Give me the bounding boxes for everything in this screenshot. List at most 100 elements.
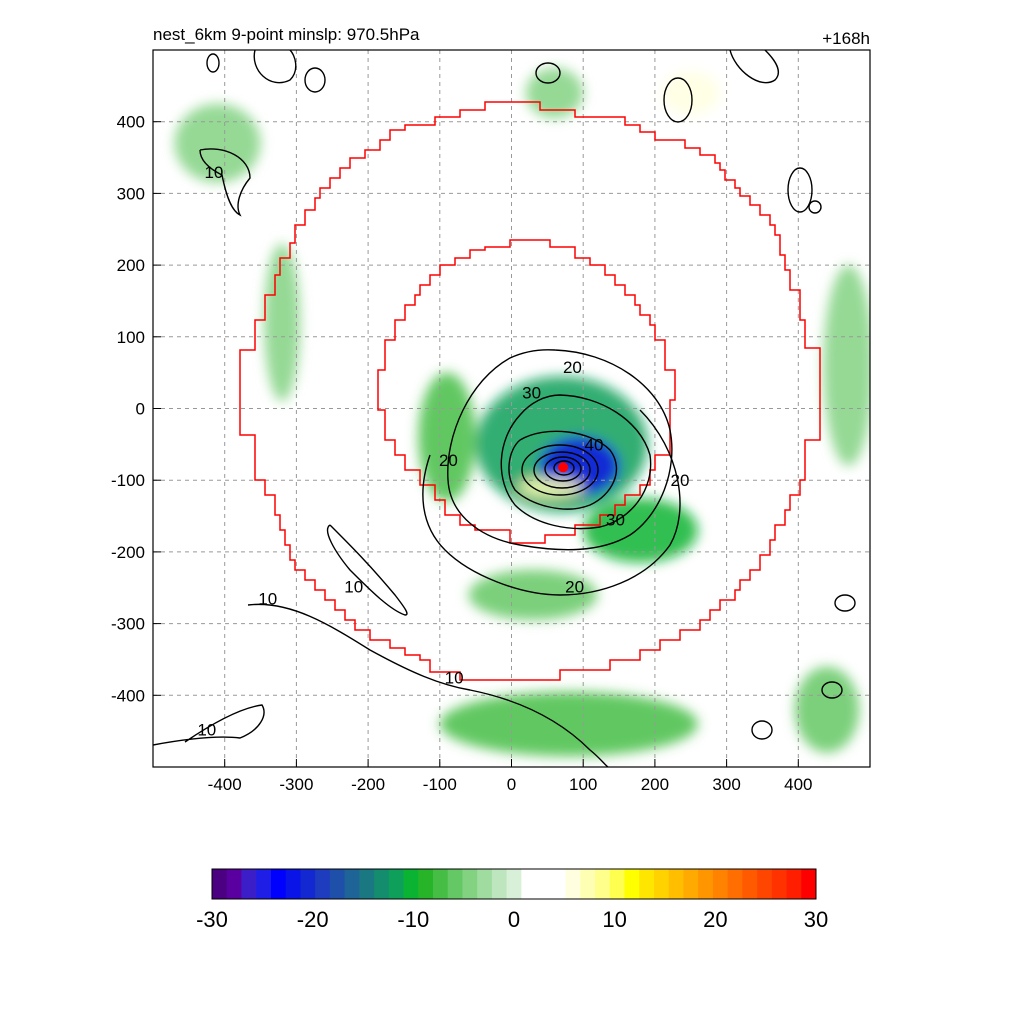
colorbar-swatch bbox=[270, 869, 287, 899]
contour-20-outer bbox=[422, 409, 681, 596]
colorbar-swatch bbox=[477, 869, 493, 899]
contour-inner-3 bbox=[544, 456, 582, 482]
colorbar-swatch bbox=[550, 869, 567, 899]
contour-label: 40 bbox=[584, 435, 603, 454]
contour-label: 20 bbox=[671, 471, 690, 490]
colorbar-swatch bbox=[403, 869, 419, 899]
y-tick-label: 100 bbox=[117, 328, 145, 347]
y-tick-label: 200 bbox=[117, 256, 145, 275]
colorbar-swatch bbox=[285, 869, 301, 899]
colorbar-swatch bbox=[315, 869, 331, 899]
colorbar-swatch bbox=[521, 869, 537, 899]
colorbar-swatch bbox=[742, 869, 758, 899]
colorbar-swatch bbox=[668, 869, 684, 899]
contour-20-inner bbox=[447, 349, 673, 551]
colorbar-swatch bbox=[344, 869, 360, 899]
outer-domain-outline bbox=[239, 101, 821, 681]
colorbar-swatch bbox=[491, 869, 508, 899]
contour-labels: 20 30 40 20 20 30 20 10 10 10 10 10 bbox=[197, 163, 690, 740]
colorbar-tick-label: -20 bbox=[297, 907, 329, 932]
x-tick-label: 0 bbox=[507, 775, 516, 794]
colorbar-swatch bbox=[698, 869, 714, 899]
colorbar-swatch bbox=[683, 869, 699, 899]
colorbar-swatch bbox=[580, 869, 596, 899]
contour-small-8 bbox=[751, 720, 773, 740]
colorbar-swatch bbox=[624, 869, 640, 899]
contour-40 bbox=[508, 430, 618, 510]
x-tick-label: -100 bbox=[423, 775, 457, 794]
contour-small-2 bbox=[304, 67, 326, 93]
contour-label: 30 bbox=[522, 384, 541, 403]
colorbar-swatch bbox=[329, 869, 346, 899]
field-blob-9 bbox=[794, 666, 860, 753]
contour-label: 20 bbox=[439, 451, 458, 470]
x-tick-label: 100 bbox=[569, 775, 597, 794]
field-blob-3 bbox=[583, 498, 698, 563]
contour-lines bbox=[153, 50, 856, 767]
colorbar-swatch bbox=[536, 869, 552, 899]
colorbar-swatch bbox=[374, 869, 390, 899]
field-blob-13 bbox=[755, 229, 799, 258]
contour-inner-2 bbox=[533, 451, 591, 489]
colorbar-swatch bbox=[771, 869, 788, 899]
contour-label: 30 bbox=[606, 511, 625, 530]
field-blob-6 bbox=[174, 103, 261, 183]
contour-small-1 bbox=[206, 53, 220, 73]
red-domain-outlines bbox=[239, 101, 821, 681]
colorbar-swatch bbox=[447, 869, 463, 899]
x-tick-label: 400 bbox=[784, 775, 812, 794]
storm-center-marker bbox=[558, 462, 569, 473]
colorbar-tick-label: 30 bbox=[804, 907, 828, 932]
contour-10-sw bbox=[247, 603, 609, 767]
x-tick-label: -200 bbox=[351, 775, 385, 794]
colorbar-swatch bbox=[565, 869, 581, 899]
colorbar-tick-label: 20 bbox=[703, 907, 727, 932]
x-tick-label: -400 bbox=[208, 775, 242, 794]
colorbar-swatch bbox=[388, 869, 405, 899]
inner-domain-outline bbox=[377, 239, 676, 544]
field-blob-8 bbox=[823, 265, 870, 466]
contour-10-band bbox=[326, 524, 408, 616]
y-tick-label: 400 bbox=[117, 113, 145, 132]
y-tick-label: -400 bbox=[111, 686, 145, 705]
contour-small-3 bbox=[535, 62, 561, 84]
colorbar-tick-label: -30 bbox=[196, 907, 228, 932]
x-tick-label: -300 bbox=[279, 775, 313, 794]
field-blob-7 bbox=[264, 243, 300, 402]
contour-label: 10 bbox=[344, 577, 363, 596]
contour-label: 10 bbox=[258, 590, 277, 609]
contour-label: 20 bbox=[565, 577, 584, 596]
colorbar-tick-label: 10 bbox=[602, 907, 626, 932]
field-blob-4 bbox=[468, 569, 598, 621]
colorbar-swatch bbox=[359, 869, 375, 899]
contour-small-7 bbox=[821, 681, 843, 699]
contour-10-bottom-left bbox=[153, 704, 265, 746]
colorbar-swatch bbox=[757, 869, 773, 899]
contour-label: 10 bbox=[197, 721, 216, 740]
contour-top-left-blob bbox=[253, 50, 297, 84]
x-tick-label: 200 bbox=[641, 775, 669, 794]
contour-10-top-left bbox=[199, 148, 251, 217]
colorbar-swatch bbox=[639, 869, 655, 899]
colorbar-swatch bbox=[418, 869, 434, 899]
colorbar-tick-label: -10 bbox=[397, 907, 429, 932]
contour-label: 10 bbox=[204, 163, 223, 182]
axes: -400 -300 -200 -100 0 100 200 300 40040030020010… bbox=[111, 113, 813, 794]
field-blob-2 bbox=[418, 372, 476, 502]
colorbar-swatch bbox=[801, 869, 817, 899]
contour-small-9 bbox=[808, 200, 822, 214]
colorbar-swatch bbox=[212, 869, 228, 899]
colorbar-swatch bbox=[506, 869, 522, 899]
plot-area: 20 30 40 20 20 30 20 10 10 10 10 10 bbox=[152, 49, 871, 768]
contour-label: 20 bbox=[563, 358, 582, 377]
y-tick-label: -200 bbox=[111, 543, 145, 562]
y-tick-label: 0 bbox=[136, 400, 145, 419]
colorbar-swatch bbox=[712, 869, 729, 899]
colorbar-swatch bbox=[595, 869, 611, 899]
x-tick-label: 300 bbox=[712, 775, 740, 794]
colorbar-swatch bbox=[727, 869, 743, 899]
y-tick-label: 300 bbox=[117, 184, 145, 203]
contour-small-4 bbox=[663, 77, 693, 123]
colorbar-swatch bbox=[241, 869, 257, 899]
